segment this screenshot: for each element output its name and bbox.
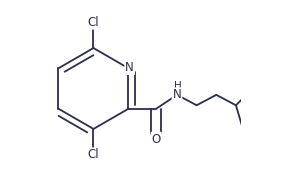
Text: N: N [125,61,134,74]
Text: H: H [174,81,182,91]
Text: Cl: Cl [88,148,99,161]
Text: N: N [173,88,181,101]
Text: O: O [152,133,161,146]
Text: Cl: Cl [88,16,99,29]
